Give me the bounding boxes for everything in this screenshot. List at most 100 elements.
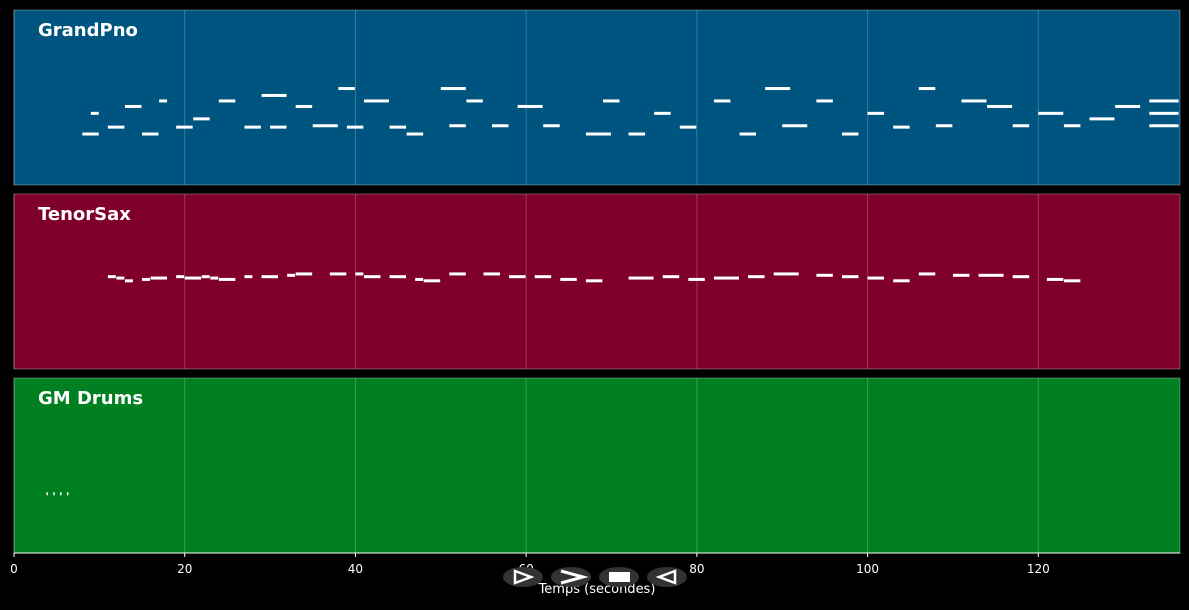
note bbox=[713, 99, 731, 103]
note bbox=[585, 132, 611, 136]
note bbox=[346, 125, 364, 129]
x-tick-label: 20 bbox=[177, 562, 192, 576]
note bbox=[654, 111, 671, 115]
note bbox=[440, 87, 466, 91]
note bbox=[449, 124, 466, 128]
note bbox=[53, 492, 55, 496]
note bbox=[816, 273, 833, 277]
note bbox=[628, 276, 654, 280]
note bbox=[107, 275, 116, 279]
x-tick-label: 100 bbox=[856, 562, 879, 576]
note bbox=[201, 275, 210, 279]
note bbox=[841, 132, 859, 136]
note bbox=[363, 275, 381, 279]
note bbox=[82, 132, 99, 136]
note bbox=[1149, 111, 1179, 115]
note bbox=[867, 276, 885, 280]
note bbox=[679, 125, 697, 129]
note bbox=[66, 492, 69, 496]
note bbox=[142, 132, 159, 136]
note bbox=[193, 117, 210, 121]
note bbox=[782, 124, 808, 128]
note bbox=[244, 125, 261, 129]
note bbox=[295, 104, 313, 108]
note bbox=[748, 275, 765, 279]
note bbox=[124, 104, 142, 108]
note bbox=[765, 87, 791, 91]
note bbox=[244, 275, 253, 279]
note bbox=[688, 277, 705, 281]
note bbox=[150, 276, 168, 280]
note bbox=[312, 124, 338, 128]
note bbox=[218, 277, 236, 281]
note bbox=[142, 277, 150, 281]
track-name: GrandPno bbox=[38, 20, 138, 41]
track-panel bbox=[13, 377, 1181, 554]
note bbox=[389, 275, 407, 279]
note bbox=[261, 275, 279, 279]
x-axis-label: Temps (secondes) bbox=[538, 582, 656, 597]
note bbox=[1063, 279, 1081, 283]
note bbox=[560, 277, 577, 281]
track-name: TenorSax bbox=[38, 204, 131, 225]
note bbox=[952, 273, 970, 277]
note bbox=[423, 279, 441, 283]
note bbox=[1149, 99, 1179, 103]
note bbox=[466, 99, 483, 103]
note bbox=[893, 125, 910, 129]
track-name: GM Drums bbox=[38, 388, 143, 409]
note bbox=[46, 492, 48, 496]
play-button[interactable] bbox=[503, 567, 543, 587]
note bbox=[389, 125, 407, 129]
note bbox=[270, 125, 287, 129]
note bbox=[713, 276, 739, 280]
note bbox=[918, 87, 936, 91]
note bbox=[295, 272, 313, 276]
note bbox=[449, 272, 466, 276]
note bbox=[987, 104, 1013, 108]
rewind-button[interactable] bbox=[647, 567, 687, 587]
note bbox=[218, 99, 236, 103]
note bbox=[287, 273, 296, 277]
note bbox=[176, 125, 193, 129]
note bbox=[585, 279, 603, 283]
note bbox=[1046, 277, 1064, 281]
stop-button[interactable] bbox=[599, 567, 639, 587]
note bbox=[338, 87, 355, 91]
x-tick-label: 120 bbox=[1027, 562, 1050, 576]
note bbox=[124, 279, 133, 283]
note bbox=[1012, 124, 1030, 128]
track-panel bbox=[13, 9, 1181, 186]
note bbox=[628, 132, 646, 136]
note bbox=[918, 272, 936, 276]
note bbox=[1149, 124, 1179, 128]
note bbox=[415, 277, 424, 281]
note bbox=[159, 99, 168, 103]
note bbox=[602, 99, 620, 103]
note bbox=[363, 99, 389, 103]
note bbox=[60, 492, 62, 496]
note bbox=[509, 275, 526, 279]
note bbox=[773, 272, 799, 276]
note bbox=[841, 275, 859, 279]
note bbox=[210, 276, 219, 280]
controls bbox=[503, 567, 687, 587]
note bbox=[90, 111, 99, 115]
x-tick-label: 80 bbox=[689, 562, 704, 576]
x-tick-label: 40 bbox=[348, 562, 363, 576]
note bbox=[329, 272, 347, 276]
note bbox=[662, 275, 680, 279]
note bbox=[355, 272, 364, 276]
note bbox=[176, 275, 185, 279]
note bbox=[1115, 104, 1141, 108]
note bbox=[893, 279, 910, 283]
note bbox=[116, 276, 125, 280]
x-tick-label: 0 bbox=[10, 562, 18, 576]
note bbox=[406, 132, 424, 136]
forward-button[interactable] bbox=[551, 567, 591, 587]
note bbox=[107, 125, 125, 129]
note bbox=[261, 93, 287, 97]
note bbox=[978, 273, 1004, 277]
note bbox=[867, 111, 885, 115]
